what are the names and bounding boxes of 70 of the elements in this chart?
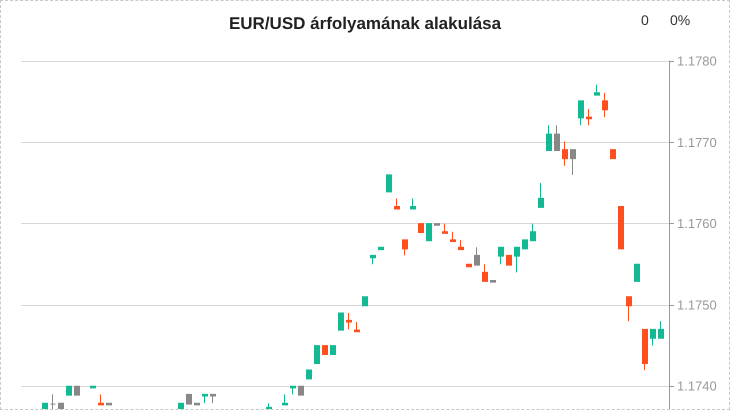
- candlestick: [194, 402, 200, 406]
- chart-title: EUR/USD árfolyamának alakulása: [228, 14, 502, 33]
- candlestick: [490, 280, 496, 283]
- candlestick: [202, 394, 208, 404]
- text: 0%: [670, 12, 690, 28]
- candlestick: [530, 223, 536, 242]
- candlestick: [314, 345, 320, 364]
- candlestick: [354, 322, 360, 332]
- candlestick: [642, 328, 648, 370]
- candlestick: [466, 264, 472, 268]
- candlestick: [186, 394, 192, 405]
- candlestick: [178, 402, 184, 409]
- candlestick: [378, 246, 384, 250]
- y-tick-label: 1.1760: [677, 216, 717, 232]
- candlestick: [346, 312, 352, 330]
- candlestick: [410, 198, 416, 210]
- candlestick: [90, 386, 96, 388]
- candlestick: [98, 394, 104, 406]
- candlestick: [450, 231, 456, 242]
- candlestick: [210, 394, 216, 404]
- candlestick: [74, 386, 80, 396]
- candlestick: [506, 254, 512, 266]
- candlestick: [282, 394, 288, 406]
- candlestick: [50, 394, 56, 409]
- candlestick: [554, 124, 560, 151]
- text: 0: [641, 12, 649, 28]
- candlestick: [458, 239, 464, 250]
- candlestick: [298, 386, 304, 396]
- y-tick-label: 1.1780: [677, 54, 717, 68]
- candlestick: [106, 402, 112, 406]
- candlestick: [650, 328, 656, 346]
- candlestick: [594, 84, 600, 96]
- candlestick: [426, 223, 432, 242]
- candlestick: [66, 386, 72, 396]
- candlestick: [402, 239, 408, 256]
- candlestick: [58, 402, 64, 409]
- candlestick: [546, 124, 552, 151]
- candlestick: [586, 108, 592, 126]
- candlestick: [578, 100, 584, 126]
- candlestick: [266, 402, 272, 409]
- candlestick: [610, 149, 616, 160]
- candlestick: [482, 264, 488, 282]
- candlestick: [514, 246, 520, 273]
- candlestick: [306, 369, 312, 380]
- candlestick: [538, 182, 544, 208]
- candlestick: [634, 264, 640, 282]
- candlestick: [498, 246, 504, 265]
- candlestick: [386, 174, 392, 192]
- candlestick: [602, 92, 608, 118]
- candlestick: [434, 223, 440, 226]
- candlestick: [370, 254, 376, 265]
- candlestick: [474, 246, 480, 266]
- candlestick: [394, 198, 400, 210]
- candlestick: [442, 223, 448, 234]
- candlestick: [42, 402, 48, 409]
- candlestick: [658, 320, 664, 339]
- candlestick: [418, 223, 424, 234]
- candlestick: [330, 345, 336, 356]
- candlestick: [290, 386, 296, 395]
- candlestick: [338, 312, 344, 331]
- candlestick: [626, 296, 632, 322]
- candlestick: [618, 206, 624, 250]
- candlestick: [570, 149, 576, 176]
- candlestick: [362, 296, 368, 306]
- candlestick: [562, 140, 568, 166]
- candlestick: [522, 239, 528, 250]
- y-tick-label: 1.1750: [677, 297, 717, 312]
- candlestick: [322, 345, 328, 356]
- y-tick-label: 1.1740: [677, 378, 717, 394]
- y-tick-label: 1.1770: [677, 134, 717, 150]
